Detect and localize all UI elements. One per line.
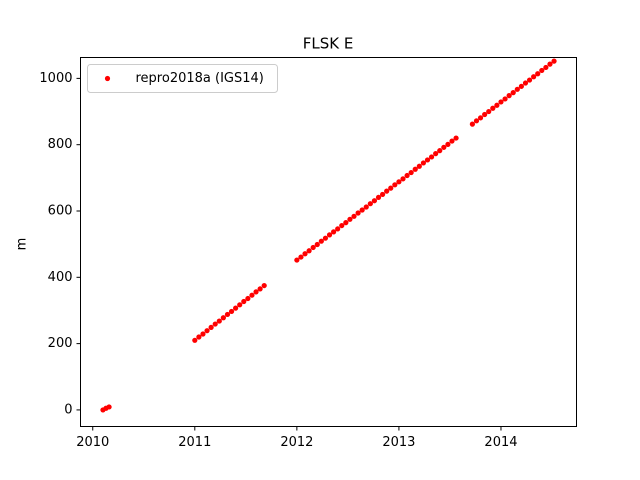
legend-label: repro2018a (IGS14) xyxy=(136,71,264,86)
point xyxy=(551,58,557,64)
point xyxy=(490,105,496,111)
point xyxy=(547,61,553,67)
legend-box xyxy=(87,64,278,93)
point xyxy=(482,111,488,118)
point xyxy=(412,166,418,172)
point xyxy=(347,216,353,222)
point xyxy=(477,115,484,121)
point xyxy=(212,321,218,327)
point xyxy=(220,315,226,321)
point xyxy=(331,229,337,235)
point xyxy=(228,308,235,315)
point xyxy=(506,93,512,99)
point xyxy=(224,311,231,318)
point xyxy=(535,71,541,77)
point xyxy=(200,331,206,337)
point xyxy=(498,99,504,105)
point xyxy=(502,96,508,102)
point xyxy=(494,102,500,108)
point xyxy=(543,64,549,71)
point xyxy=(404,172,410,179)
point xyxy=(192,337,198,343)
point xyxy=(486,108,492,115)
point xyxy=(514,86,520,92)
point xyxy=(437,148,443,154)
point xyxy=(294,257,300,263)
y-axis-label: m xyxy=(15,238,30,251)
y-tick-label: 600 xyxy=(48,204,73,219)
point xyxy=(241,298,247,305)
x-tick-label: 2013 xyxy=(382,435,415,450)
point xyxy=(441,144,447,150)
point xyxy=(526,77,533,83)
point xyxy=(261,282,267,289)
point xyxy=(420,160,427,166)
point xyxy=(216,318,222,324)
point xyxy=(445,141,451,147)
point xyxy=(314,241,320,248)
point xyxy=(396,179,402,185)
point xyxy=(249,292,255,298)
point xyxy=(245,295,251,302)
point xyxy=(335,226,341,232)
point xyxy=(106,404,112,410)
y-tick-label: 400 xyxy=(48,270,73,285)
point xyxy=(196,334,202,340)
point xyxy=(306,248,312,254)
point xyxy=(539,67,545,74)
point xyxy=(367,201,373,207)
point xyxy=(310,244,316,251)
point xyxy=(379,191,386,198)
y-tick-label: 1000 xyxy=(39,71,72,86)
point xyxy=(326,232,333,238)
point xyxy=(473,118,480,124)
point xyxy=(318,238,324,244)
point xyxy=(510,90,516,96)
y-tick-label: 0 xyxy=(64,402,72,417)
point xyxy=(339,222,345,229)
point xyxy=(208,324,214,330)
point xyxy=(363,204,369,210)
point xyxy=(416,163,422,169)
point xyxy=(384,188,390,194)
point xyxy=(257,286,263,292)
point xyxy=(400,176,406,182)
point xyxy=(433,151,439,157)
x-tick-label: 2011 xyxy=(178,435,211,450)
x-tick-label: 2014 xyxy=(484,435,517,450)
point xyxy=(253,289,259,295)
point xyxy=(359,207,365,213)
point xyxy=(204,328,210,334)
x-tick-label: 2010 xyxy=(76,435,109,450)
point xyxy=(388,185,394,191)
point xyxy=(453,135,459,141)
point xyxy=(355,210,361,216)
chart-title: FLSK E xyxy=(303,35,354,53)
point xyxy=(298,254,304,260)
x-tick-label: 2012 xyxy=(280,435,313,450)
point xyxy=(522,80,529,86)
point xyxy=(531,74,537,80)
plot-frame xyxy=(80,57,577,427)
point xyxy=(408,169,414,176)
point xyxy=(233,305,239,311)
point xyxy=(237,302,243,308)
point xyxy=(518,83,524,89)
point xyxy=(428,154,435,160)
point xyxy=(469,121,476,127)
point xyxy=(322,235,329,241)
point xyxy=(392,182,398,188)
point xyxy=(375,194,382,201)
point xyxy=(302,251,308,257)
point xyxy=(371,198,378,204)
y-tick-label: 800 xyxy=(48,137,73,152)
legend-marker xyxy=(104,75,111,82)
point xyxy=(449,138,455,144)
point xyxy=(351,213,357,219)
point xyxy=(343,220,349,226)
point xyxy=(424,157,431,163)
y-tick-label: 200 xyxy=(48,336,73,351)
